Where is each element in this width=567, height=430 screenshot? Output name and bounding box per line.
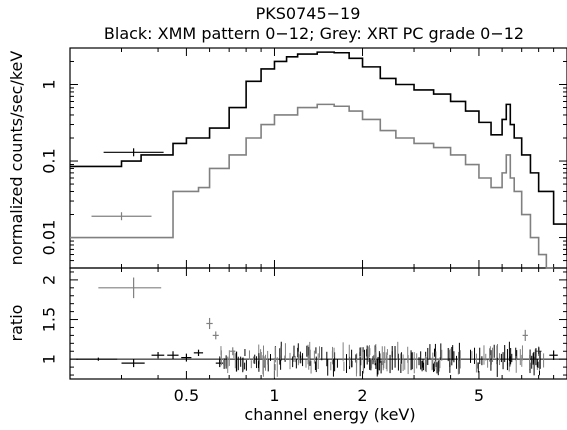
chart-subtitle: Black: XMM pattern 0−12; Grey: XRT PC gr… bbox=[104, 24, 524, 43]
ratio-axis-ticks bbox=[70, 268, 567, 379]
y-tick-label-ratio: 1.5 bbox=[40, 307, 59, 332]
x-tick-label: 1 bbox=[269, 386, 279, 405]
y-tick-label-ratio: 2 bbox=[40, 275, 59, 285]
y-tick-label-spectrum: 1 bbox=[40, 79, 59, 89]
x-tick-label: 5 bbox=[474, 386, 484, 405]
y-tick-label-spectrum: 0.1 bbox=[40, 148, 59, 173]
tick-labels-group: 0.5 1 2 5 0.01 0.1 1 1 1.5 2 bbox=[40, 79, 485, 405]
x-axis-title: channel energy (keV) bbox=[244, 405, 415, 424]
chart-title: PKS0745−19 bbox=[256, 4, 361, 23]
y-tick-label-ratio: 1 bbox=[40, 354, 59, 364]
xmm-spectrum-line bbox=[70, 51, 567, 255]
spectrum-series-group bbox=[70, 51, 567, 269]
x-tick-label: 2 bbox=[357, 386, 367, 405]
x-tick-label: 0.5 bbox=[174, 386, 199, 405]
spectrum-axis-ticks bbox=[70, 48, 567, 268]
y-axis-title-ratio: ratio bbox=[7, 305, 26, 342]
spectrum-panel-frame bbox=[69, 47, 567, 269]
xrt-spectrum-line bbox=[70, 103, 554, 269]
y-axis-title-spectrum: normalized counts/sec/keV bbox=[7, 51, 26, 266]
ratio-panel-frame bbox=[69, 267, 567, 380]
ratio-series-group bbox=[70, 277, 567, 378]
y-tick-label-spectrum: 0.01 bbox=[40, 220, 59, 256]
